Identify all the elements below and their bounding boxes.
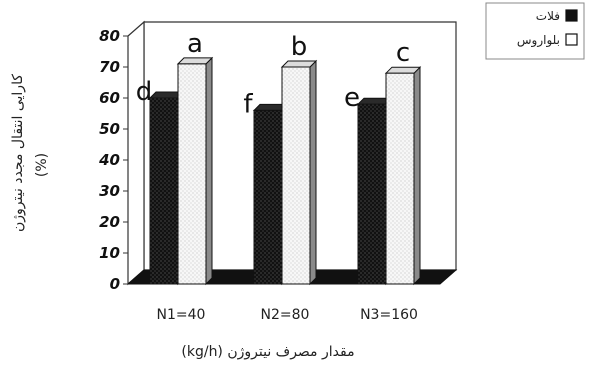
y-tick-label: 20 [99, 213, 120, 231]
category-label: N1=40 [157, 307, 206, 323]
bar-front [281, 66, 311, 285]
legend: فلات بلواروس [485, 2, 585, 60]
y-axis-title-line1: کارایی انتقال مجدد نیتروژن [10, 74, 26, 232]
significance-label: a [187, 29, 203, 59]
bar-front [357, 103, 387, 285]
bar-side [309, 59, 317, 286]
y-axis-unit: (%) [34, 153, 50, 177]
category-label: N2=80 [261, 307, 310, 323]
y-axis-title-line2: (%) [34, 153, 50, 177]
bar-front [385, 72, 415, 285]
y-tick-label: 40 [98, 151, 120, 169]
significance-label: d [136, 77, 153, 107]
significance-label: c [396, 38, 410, 68]
y-tick-label: 30 [99, 182, 120, 200]
y-tick-label: 70 [99, 58, 120, 76]
category-labels: N1=40 N2=80 N3=160 [157, 307, 418, 323]
bar-side [205, 56, 213, 286]
legend-swatch [565, 33, 578, 46]
significance-label: f [243, 89, 253, 119]
y-tick-label: 60 [99, 89, 120, 107]
bar [176, 56, 214, 286]
bar-front [149, 97, 179, 285]
bar [280, 59, 318, 286]
significance-labels: d a f b e c [136, 29, 410, 120]
bar-front [253, 109, 283, 285]
x-axis-title: (kg/h) مقدار مصرف نیتروژن [181, 344, 354, 360]
legend-swatch [565, 9, 578, 22]
y-axis-title: کارایی انتقال مجدد نیتروژن [10, 74, 26, 232]
y-tick-label: 10 [99, 244, 120, 262]
y-tick-label: 0 [110, 275, 120, 293]
legend-label: فلات [536, 9, 560, 23]
y-tick-label: 50 [99, 120, 120, 138]
category-label: N3=160 [360, 307, 418, 323]
y-tick-labels: 0 10 20 30 40 50 60 70 80 [98, 27, 128, 293]
y-tick-label: 80 [99, 27, 120, 45]
left-wall [127, 20, 145, 286]
significance-label: b [291, 32, 308, 62]
bar [384, 65, 422, 286]
bar-front [177, 63, 207, 285]
significance-label: e [344, 83, 360, 113]
bars [148, 56, 422, 286]
legend-label: بلواروس [517, 33, 560, 48]
bar-side [413, 65, 421, 286]
